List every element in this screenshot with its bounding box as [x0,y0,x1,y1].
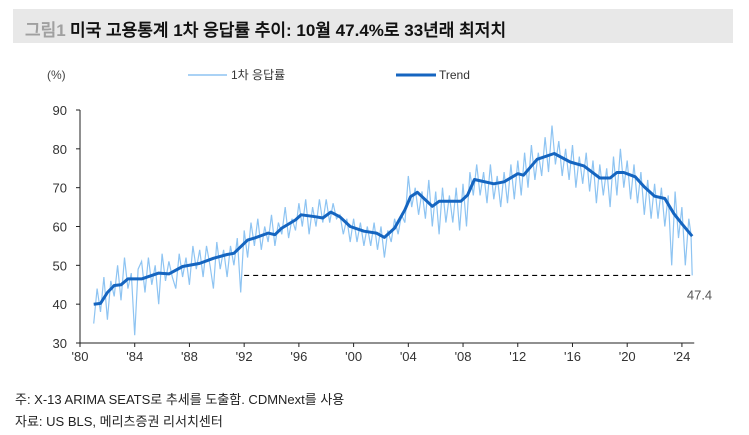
axes: 30 40 50 60 70 80 90 '80 '84 '88 '92 '96 '00 '04 '08 '1… [53,103,695,364]
x-tick-label: '16 [564,349,581,364]
x-tick-label: '24 [673,349,690,364]
x-tick-label: '80 [72,349,89,364]
x-tick-label: '84 [126,349,143,364]
y-tick-label: 60 [53,220,67,235]
footnote: 주: X-13 ARIMA SEATS로 추세를 도출함. CDMNext를 사… [15,392,345,407]
x-tick-label: '88 [181,349,198,364]
series-line-raw-response-rate [93,125,693,336]
y-axis-unit: (%) [47,68,66,82]
chart-title: 미국 고용통계 1차 응답률 추이: 10월 47.4%로 33년래 최저치 [70,21,507,40]
legend-label-trend: Trend [439,68,470,82]
x-tick-label: '92 [236,349,253,364]
line-chart: (%) 1차 응답률 Trend 30 40 50 60 70 80 90 '80 '84 '88… [47,68,712,364]
legend-label-raw: 1차 응답률 [231,68,285,82]
title-bar: 그림1 미국 고용통계 1차 응답률 추이: 10월 47.4%로 33년래 최… [13,9,733,43]
x-tick-label: '96 [290,349,307,364]
y-tick-label: 90 [53,103,67,118]
x-tick-label: '08 [455,349,472,364]
x-tick-label: '04 [400,349,417,364]
y-tick-label: 50 [53,258,67,273]
y-tick-label: 80 [53,142,67,157]
series-line-trend [93,152,694,306]
chart-marks: 47.4 [93,125,712,336]
y-tick-label: 30 [53,336,67,351]
x-tick-label: '12 [509,349,526,364]
figure-label: 그림1 [25,21,66,40]
source-note: 자료: US BLS, 메리츠증권 리서치센터 [15,414,223,429]
x-tick-label: '20 [619,349,636,364]
x-tick-label: '00 [345,349,362,364]
y-tick-label: 70 [53,181,67,196]
y-tick-label: 40 [53,297,67,312]
reference-label: 47.4 [687,287,712,302]
